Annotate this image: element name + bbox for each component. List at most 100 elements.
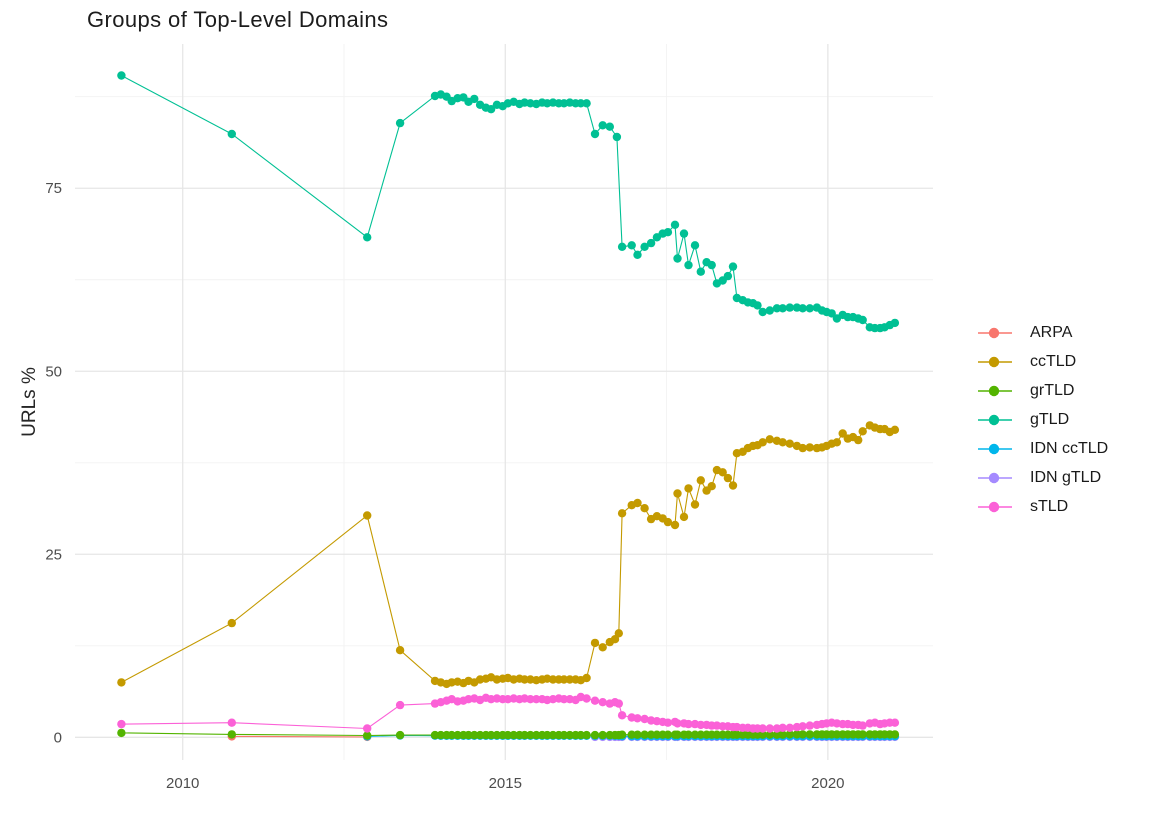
legend-label-gtld: gTLD (1030, 410, 1070, 428)
data-point-grtld (548, 730, 558, 740)
data-point-gtld (690, 241, 700, 250)
chart-title: Groups of Top-Level Domains (87, 7, 389, 32)
data-point-cctld (117, 678, 126, 687)
data-point-cctld (718, 468, 727, 477)
data-point-grtld (576, 730, 585, 740)
data-point-gtld (646, 238, 656, 248)
data-point-grtld (590, 730, 600, 740)
data-point-grtld (509, 730, 518, 740)
data-point-cctld (690, 500, 700, 509)
data-point-grtld (565, 730, 574, 740)
series-line-arpa (231, 735, 368, 738)
data-point-stld (582, 694, 591, 703)
data-point-cctld (663, 517, 673, 527)
data-point-cctld (582, 673, 591, 683)
data-point-cctld (684, 484, 693, 493)
data-point-cctld (798, 443, 807, 453)
data-point-grtld (503, 730, 513, 740)
data-point-cctld (778, 438, 787, 447)
data-point-gtld (227, 129, 236, 139)
data-point-grtld (690, 730, 700, 739)
data-point-cctld (548, 675, 558, 684)
data-point-stld (614, 699, 623, 708)
legend-label-idn-gtld: IDN gTLD (1030, 468, 1102, 486)
data-point-gtld (707, 260, 716, 270)
legend-key-dot (988, 443, 1000, 454)
data-point-grtld (758, 730, 767, 739)
data-point-gtld (617, 242, 627, 251)
data-point-stld (395, 700, 405, 710)
data-point-cctld (614, 629, 623, 638)
data-point-gtld (890, 318, 900, 328)
data-point-cctld (854, 435, 863, 445)
data-point-gtld (753, 301, 762, 310)
legend-key-icon-stld (978, 501, 1012, 512)
data-point-stld (890, 718, 900, 727)
data-point-gtld (576, 99, 585, 108)
data-point-cctld (765, 435, 774, 444)
legend-item-idn-gtld: IDN gTLD (977, 463, 1108, 492)
legend-item-grtld: grTLD (977, 376, 1108, 405)
data-point-cctld (363, 511, 372, 520)
data-point-grtld (640, 730, 649, 739)
x-tick-label: 2010 (166, 775, 199, 792)
legend-key-dot (988, 501, 1000, 512)
data-point-gtld (670, 220, 680, 229)
data-point-cctld (707, 482, 716, 491)
data-point-grtld (684, 730, 693, 739)
data-point-grtld (673, 730, 682, 739)
data-point-gtld (827, 309, 836, 318)
data-point-gtld (605, 122, 614, 131)
data-point-cctld (785, 439, 794, 448)
legend-key-icon-gtld (978, 414, 1012, 425)
data-point-cctld (679, 512, 689, 522)
data-point-cctld (598, 643, 607, 652)
data-point-gtld (640, 242, 649, 251)
data-point-grtld (805, 730, 814, 739)
x-tick-label: 2015 (489, 775, 522, 792)
data-point-gtld (627, 241, 636, 250)
data-point-grtld (436, 730, 445, 740)
data-point-gtld (728, 262, 738, 271)
data-point-gtld (633, 250, 642, 259)
data-point-gtld (582, 99, 591, 108)
data-point-stld (778, 723, 787, 732)
data-point-grtld (363, 731, 372, 740)
data-point-grtld (464, 730, 473, 740)
legend-key-dot (988, 414, 1000, 425)
data-point-grtld (430, 730, 440, 740)
legend: ARPA ccTLD grTLD gTLD IDN ccTLD IDN gTLD sTLD (977, 318, 1108, 521)
data-point-gtld (486, 105, 496, 114)
data-point-gtld (598, 121, 607, 130)
data-point-grtld (395, 730, 405, 740)
data-point-grtld (227, 730, 236, 739)
data-point-gtld (363, 233, 372, 242)
legend-key-icon-idn-gtld (978, 472, 1012, 483)
legend-label-stld: sTLD (1030, 497, 1069, 515)
data-point-gtld (673, 254, 682, 263)
data-point-stld (640, 714, 649, 724)
data-point-grtld (646, 730, 656, 739)
legend-label-cctld: ccTLD (1030, 352, 1077, 370)
x-tick-label: 2020 (811, 775, 844, 792)
data-point-grtld (543, 730, 552, 740)
data-point-gtld (758, 307, 767, 317)
data-point-cctld (227, 618, 236, 628)
data-point-stld (684, 719, 693, 729)
data-point-stld (765, 724, 774, 733)
legend-key-dot (988, 356, 1000, 367)
data-point-gtld (772, 304, 782, 313)
data-point-grtld (785, 730, 794, 739)
data-point-cctld (890, 425, 900, 434)
data-point-gtld (117, 71, 126, 80)
data-point-grtld (492, 730, 502, 740)
data-point-cctld (565, 675, 574, 684)
legend-item-gtld: gTLD (977, 405, 1108, 434)
data-point-grtld (598, 730, 607, 740)
legend-key-icon-grtld (978, 385, 1012, 396)
data-point-gtld (679, 229, 689, 238)
data-point-stld (598, 698, 607, 707)
legend-key-icon-cctld (978, 356, 1012, 367)
